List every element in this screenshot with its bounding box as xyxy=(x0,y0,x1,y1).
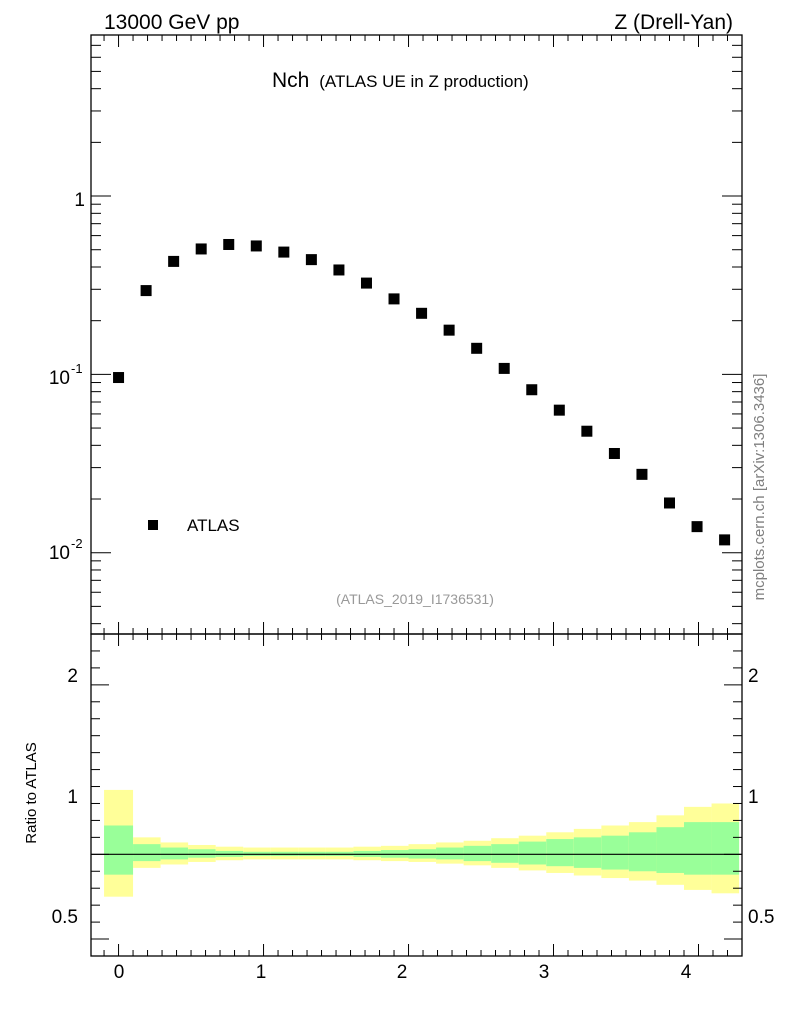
xtick-label-1: 1 xyxy=(256,962,267,983)
main-frame xyxy=(90,34,743,635)
ratio-band-inner xyxy=(711,822,740,875)
xtick-label-4: 4 xyxy=(681,962,692,983)
data-point xyxy=(195,243,207,255)
data-point xyxy=(140,285,152,297)
ratio-band-inner xyxy=(684,822,712,875)
data-point xyxy=(388,293,400,305)
header-left: 13000 GeV pp xyxy=(104,11,239,34)
plot-frames xyxy=(90,34,743,957)
data-point xyxy=(719,534,731,546)
legend: ATLAS xyxy=(148,516,240,535)
data-point xyxy=(305,254,317,266)
xtick-label-0: 0 xyxy=(114,962,125,983)
data-point xyxy=(636,468,648,480)
ratio-band-inner xyxy=(628,832,657,872)
ratio-ytick-2-left: 2 xyxy=(67,666,78,687)
ratio-band-inner xyxy=(133,844,161,862)
data-point xyxy=(278,246,290,258)
analysis-id: (ATLAS_2019_I1736531) xyxy=(336,591,494,607)
ratio-band-inner xyxy=(491,844,519,863)
ratio-ylabel: Ratio to ATLAS xyxy=(23,742,40,843)
legend-label-atlas: ATLAS xyxy=(187,516,240,535)
data-point xyxy=(443,324,455,336)
ytick-label-1: 1 xyxy=(74,190,85,211)
tick-labels: 1 10 -1 10 -2 0.5 1 2 0.5 1 2 0 1 2 3 4 xyxy=(49,190,775,983)
plot-title: Nch (ATLAS UE in Z production) xyxy=(272,69,529,92)
ytick-label-exp-2: -2 xyxy=(71,536,83,551)
data-markers xyxy=(113,238,731,546)
ratio-band-inner xyxy=(546,839,574,867)
ratio-ytick-1-right: 1 xyxy=(748,787,759,808)
data-point xyxy=(691,521,703,533)
data-point xyxy=(526,384,538,396)
ratio-band-inner xyxy=(436,847,464,860)
data-point xyxy=(608,447,620,459)
data-point xyxy=(664,497,676,509)
plot-title-sub: (ATLAS UE in Z production) xyxy=(319,72,528,91)
ytick-label-10-a: 10 xyxy=(49,368,70,389)
data-point xyxy=(223,238,235,250)
data-point xyxy=(360,277,372,289)
data-point xyxy=(416,307,428,319)
legend-marker xyxy=(148,520,158,530)
watermark: mcplots.cern.ch [arXiv:1306.3436] xyxy=(751,374,768,601)
ratio-band-inner xyxy=(463,845,492,862)
data-point xyxy=(333,264,345,276)
data-point xyxy=(113,372,125,384)
ratio-ytick-0.5-right: 0.5 xyxy=(748,907,774,928)
ratio-band-inner xyxy=(104,825,134,875)
ratio-frame xyxy=(90,633,743,957)
ratio-band-inner xyxy=(656,827,685,873)
ratio-band-inner xyxy=(573,837,602,868)
ratio-ytick-1-left: 1 xyxy=(67,787,78,808)
data-point xyxy=(553,404,565,416)
data-point xyxy=(498,362,510,374)
data-point xyxy=(250,240,262,252)
ytick-label-exp-1: -1 xyxy=(71,361,83,376)
ratio-ytick-2-right: 2 xyxy=(748,666,759,687)
ratio-band-inner xyxy=(188,849,216,858)
ytick-label-10-b: 10 xyxy=(49,543,70,564)
ratio-bands xyxy=(104,789,740,897)
xtick-label-2: 2 xyxy=(397,962,408,983)
axis-ticks xyxy=(91,34,742,957)
xtick-label-3: 3 xyxy=(539,962,550,983)
data-point xyxy=(471,342,483,354)
data-point xyxy=(581,425,593,437)
plot-title-main: Nch xyxy=(272,69,309,92)
data-point xyxy=(168,255,180,267)
header-right: Z (Drell-Yan) xyxy=(614,11,733,34)
ratio-band-inner xyxy=(518,841,547,865)
ratio-band-inner xyxy=(601,835,629,870)
ratio-band-inner xyxy=(160,847,189,860)
ratio-ytick-0.5-left: 0.5 xyxy=(52,907,78,928)
